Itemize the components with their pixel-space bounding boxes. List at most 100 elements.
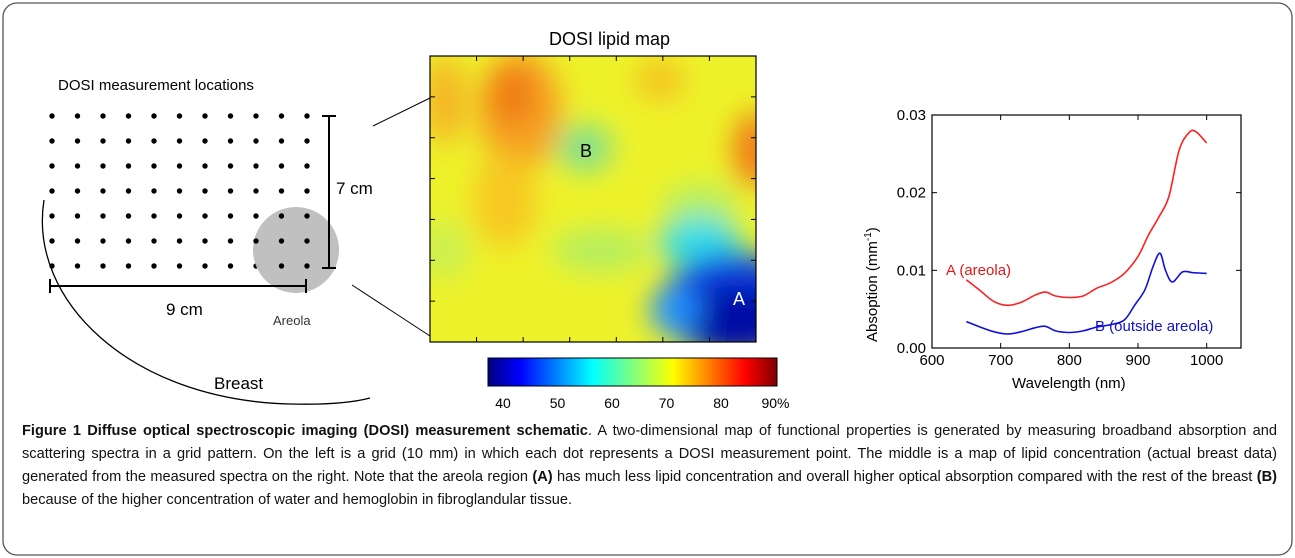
- series-label-a: A (areola): [946, 262, 1011, 279]
- measurement-dot: [253, 238, 259, 244]
- measurement-dot: [278, 113, 285, 119]
- measurement-dot: [49, 188, 55, 194]
- colorbar: [487, 357, 778, 387]
- measurement-dot: [125, 163, 132, 169]
- colorbar-tick-label: 70: [659, 395, 675, 411]
- measurement-dot: [125, 238, 132, 244]
- measurement-dot: [49, 238, 55, 244]
- measurement-dot: [100, 213, 106, 219]
- measurement-dot: [74, 238, 81, 244]
- measurement-dot: [227, 113, 234, 119]
- measurement-dot: [304, 188, 310, 194]
- measurement-dot: [151, 213, 157, 219]
- height-label: 7 cm: [336, 179, 373, 198]
- measurement-dot: [278, 213, 285, 219]
- measurement-dot: [176, 163, 183, 169]
- measurement-dot: [100, 238, 106, 244]
- series-line-outside-areola: [966, 252, 1207, 335]
- measurement-dot: [227, 163, 234, 169]
- measurement-dot: [176, 263, 183, 269]
- y-tick-label: 0.02: [897, 185, 926, 202]
- measurement-dot: [74, 188, 81, 194]
- colorbar-tick-label: 50: [550, 395, 566, 411]
- measurement-dot: [227, 138, 234, 144]
- measurement-dot: [304, 113, 310, 119]
- plot-area: [931, 114, 1242, 349]
- colorbar-tick-label: 90%: [761, 395, 789, 411]
- measurement-dot: [151, 188, 157, 194]
- measurement-dot: [202, 188, 208, 194]
- figure-caption: Figure 1 Diffuse optical spectroscopic i…: [22, 420, 1277, 512]
- measurement-dot: [304, 213, 310, 219]
- measurement-dot: [151, 113, 157, 119]
- map-label-b: B: [580, 141, 592, 161]
- chart-axes: 600 700 800 900 1000 0.00 0.01 0.02 0.03: [897, 107, 1241, 369]
- measurement-dot: [176, 238, 183, 244]
- x-axis-label: Wavelength (nm): [1012, 375, 1126, 392]
- y-tick-label: 0.03: [897, 107, 926, 124]
- x-tick-label: 600: [919, 352, 944, 369]
- lipid-map-panel: DOSI lipid map B A: [429, 29, 790, 411]
- measurement-dot: [253, 138, 259, 144]
- measurement-dot: [202, 238, 208, 244]
- measurement-dot: [253, 188, 259, 194]
- measurement-dot: [304, 138, 310, 144]
- measurement-dot: [202, 163, 208, 169]
- y-axis-label-sup: -1: [863, 232, 874, 241]
- x-tick-label: 800: [1057, 352, 1082, 369]
- measurement-dots-over-areola: [253, 213, 310, 269]
- measurement-dot: [278, 263, 285, 269]
- measurement-dot: [100, 138, 106, 144]
- map-ticks: [430, 56, 756, 342]
- breast-label: Breast: [214, 374, 263, 393]
- measurement-dot: [253, 213, 259, 219]
- measurement-dot: [227, 213, 234, 219]
- x-tick-label: 700: [988, 352, 1013, 369]
- colorbar-tick-label: 80: [713, 395, 729, 411]
- caption-text-1: . A two-dimensional map of functional pr…: [22, 423, 1277, 485]
- measurement-dot: [151, 138, 157, 144]
- measurement-dot: [74, 263, 81, 269]
- measurement-dot: [202, 113, 208, 119]
- measurement-dot: [49, 138, 55, 144]
- breast-outline: [41, 199, 371, 405]
- measurement-dot: [74, 213, 81, 219]
- caption-text-3: because of the higher concentration of w…: [22, 492, 573, 508]
- measurement-dot: [253, 113, 259, 119]
- width-label: 9 cm: [166, 300, 203, 319]
- measurement-dot: [125, 188, 132, 194]
- measurement-dot: [176, 213, 183, 219]
- measurement-dot: [304, 163, 310, 169]
- grid-title: DOSI measurement locations: [58, 77, 254, 94]
- measurement-dot: [100, 188, 106, 194]
- y-axis-label-main: Absoption (mm: [864, 241, 881, 342]
- measurement-dot: [227, 263, 234, 269]
- areola-circle: [253, 207, 339, 293]
- measurement-dot: [74, 113, 81, 119]
- map-label-a: A: [733, 289, 745, 309]
- measurement-dot: [278, 138, 285, 144]
- measurement-dot: [304, 263, 310, 269]
- colorbar-ticks: 40 50 60 70 80 90%: [495, 395, 789, 411]
- caption-title: Figure 1 Diffuse optical spectroscopic i…: [22, 423, 588, 439]
- measurement-dot: [176, 138, 183, 144]
- caption-ref-b: (B): [1256, 469, 1277, 485]
- measurement-dot: [202, 263, 208, 269]
- measurement-dot: [176, 113, 183, 119]
- measurement-dot: [125, 213, 132, 219]
- series-line-areola: [965, 129, 1208, 307]
- measurement-dot: [227, 188, 234, 194]
- measurement-grid-panel: DOSI measurement locations 7 cm 9 cm Are…: [41, 77, 431, 405]
- measurement-dot: [151, 238, 157, 244]
- measurement-dot: [49, 213, 55, 219]
- measurement-dot: [227, 238, 234, 244]
- measurement-dot: [100, 113, 106, 119]
- measurement-dot: [49, 163, 55, 169]
- x-tick-label: 900: [1125, 352, 1150, 369]
- measurement-dot: [278, 188, 285, 194]
- y-axis-label: Absoption (mm-1): [863, 227, 881, 342]
- areola-label: Areola: [273, 313, 311, 328]
- zoom-line-top: [372, 97, 431, 127]
